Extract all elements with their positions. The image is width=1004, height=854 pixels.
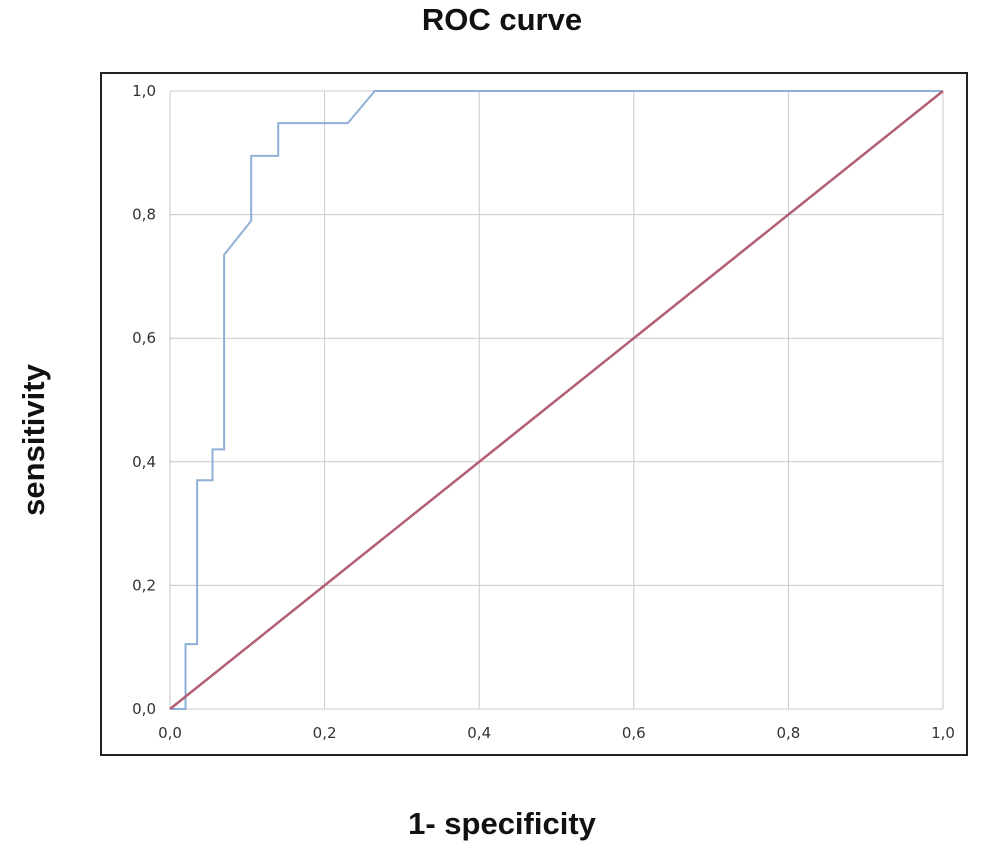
x-axis-label: 1- specificity <box>408 806 596 841</box>
x-tick-label: 0,8 <box>776 724 800 742</box>
chart-title: ROC curve <box>421 2 583 37</box>
y-tick-label: 0,8 <box>132 206 156 224</box>
y-tick-label: 0,0 <box>132 700 156 718</box>
x-tick-label: 0,2 <box>313 724 337 742</box>
reference-diagonal-line <box>169 90 944 710</box>
series-lines <box>169 90 944 710</box>
x-tick-labels: 0,0 0,2 0,4 0,6 0,8 1,0 <box>158 724 955 742</box>
y-tick-label: 0,6 <box>132 329 156 347</box>
x-tick-label: 0,4 <box>467 724 491 742</box>
roc-curve-line <box>170 90 943 710</box>
x-tick-label: 0,0 <box>158 724 182 742</box>
y-tick-label: 0,4 <box>132 453 156 471</box>
y-tick-labels: 0,0 0,2 0,4 0,6 0,8 1,0 <box>132 82 156 718</box>
y-tick-label: 0,2 <box>132 576 156 594</box>
x-tick-label: 1,0 <box>931 724 955 742</box>
x-tick-label: 0,6 <box>622 724 646 742</box>
y-tick-label: 1,0 <box>132 82 156 100</box>
